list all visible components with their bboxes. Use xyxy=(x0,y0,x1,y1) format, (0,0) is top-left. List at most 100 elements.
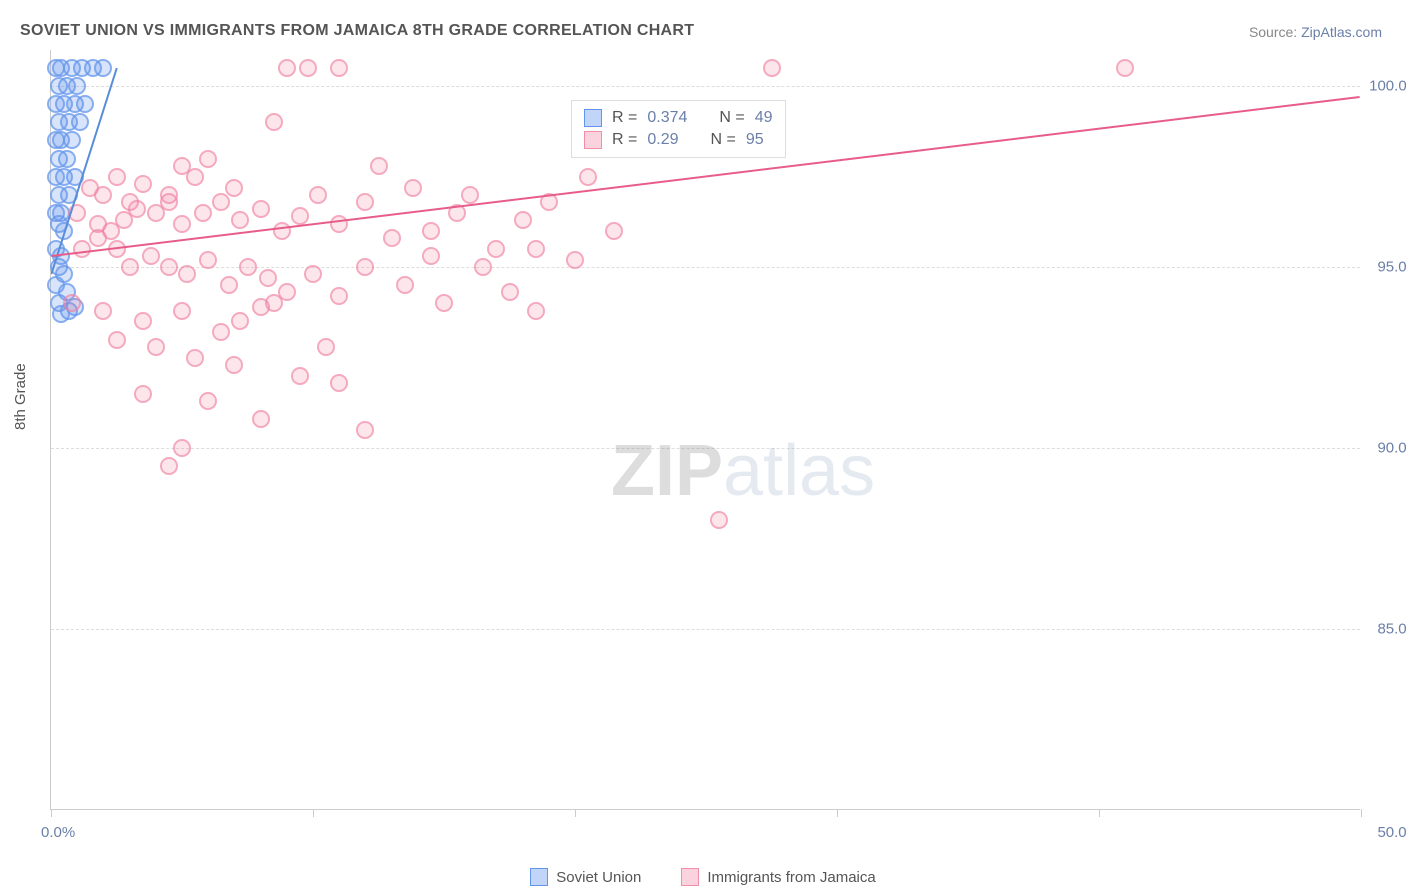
data-point xyxy=(487,240,505,258)
data-point xyxy=(212,193,230,211)
data-point xyxy=(422,247,440,265)
data-point xyxy=(73,240,91,258)
data-point xyxy=(160,457,178,475)
data-point xyxy=(605,222,623,240)
data-point xyxy=(252,298,270,316)
stat-r-value: 0.374 xyxy=(647,109,687,127)
data-point xyxy=(435,294,453,312)
y-tick-label: 100.0% xyxy=(1369,78,1406,95)
data-point xyxy=(291,207,309,225)
data-point xyxy=(68,77,86,95)
data-point xyxy=(710,511,728,529)
stat-n-label: N = xyxy=(719,109,744,127)
data-point xyxy=(356,258,374,276)
x-tick xyxy=(1361,809,1362,817)
source-label: Source: xyxy=(1249,24,1297,40)
data-point xyxy=(461,186,479,204)
data-point xyxy=(239,258,257,276)
bottom-legend: Soviet Union Immigrants from Jamaica xyxy=(0,868,1406,886)
data-point xyxy=(273,222,291,240)
data-point xyxy=(220,276,238,294)
data-point xyxy=(71,113,89,131)
data-point xyxy=(252,200,270,218)
data-point xyxy=(134,312,152,330)
data-point xyxy=(63,131,81,149)
data-point xyxy=(231,312,249,330)
watermark-light: atlas xyxy=(723,431,875,511)
data-point xyxy=(160,258,178,276)
source-credit: Source: ZipAtlas.com xyxy=(1249,24,1382,40)
data-point xyxy=(186,349,204,367)
chart-plot-area: ZIPatlas R = 0.374 N = 49 R = 0.29 N = 9… xyxy=(50,50,1360,810)
data-point xyxy=(66,168,84,186)
data-point xyxy=(173,215,191,233)
data-point xyxy=(309,186,327,204)
data-point xyxy=(134,175,152,193)
data-point xyxy=(94,59,112,77)
data-point xyxy=(199,392,217,410)
data-point xyxy=(422,222,440,240)
data-point xyxy=(330,374,348,392)
data-point xyxy=(68,204,86,222)
swatch-icon xyxy=(681,868,699,886)
gridline xyxy=(51,448,1360,449)
data-point xyxy=(291,367,309,385)
legend-label: Immigrants from Jamaica xyxy=(707,869,875,886)
data-point xyxy=(199,251,217,269)
x-tick xyxy=(837,809,838,817)
data-point xyxy=(278,59,296,77)
source-link[interactable]: ZipAtlas.com xyxy=(1301,24,1382,40)
data-point xyxy=(212,323,230,341)
data-point xyxy=(1116,59,1134,77)
data-point xyxy=(199,150,217,168)
data-point xyxy=(299,59,317,77)
data-point xyxy=(317,338,335,356)
data-point xyxy=(89,229,107,247)
legend-item-jamaica: Immigrants from Jamaica xyxy=(681,868,875,886)
trendlines-layer xyxy=(51,50,1360,809)
y-tick-label: 95.0% xyxy=(1377,259,1406,276)
data-point xyxy=(142,247,160,265)
data-point xyxy=(356,421,374,439)
data-point xyxy=(330,215,348,233)
data-point xyxy=(259,269,277,287)
data-point xyxy=(514,211,532,229)
data-point xyxy=(501,283,519,301)
data-point xyxy=(160,193,178,211)
x-tick xyxy=(51,809,52,817)
data-point xyxy=(225,179,243,197)
stat-n-value: 95 xyxy=(746,131,764,149)
data-point xyxy=(94,186,112,204)
watermark: ZIPatlas xyxy=(611,430,875,512)
chart-title: SOVIET UNION VS IMMIGRANTS FROM JAMAICA … xyxy=(20,22,694,40)
data-point xyxy=(134,385,152,403)
swatch-icon xyxy=(530,868,548,886)
data-point xyxy=(128,200,146,218)
data-point xyxy=(173,439,191,457)
y-axis-title: 8th Grade xyxy=(12,363,29,430)
stat-r-label: R = xyxy=(612,131,637,149)
data-point xyxy=(265,113,283,131)
x-tick xyxy=(575,809,576,817)
y-tick-label: 85.0% xyxy=(1377,621,1406,638)
data-point xyxy=(186,168,204,186)
data-point xyxy=(448,204,466,222)
stats-row-soviet: R = 0.374 N = 49 xyxy=(584,107,773,129)
data-point xyxy=(252,410,270,428)
data-point xyxy=(304,265,322,283)
watermark-bold: ZIP xyxy=(611,431,723,511)
data-point xyxy=(94,302,112,320)
data-point xyxy=(76,95,94,113)
data-point xyxy=(108,168,126,186)
data-point xyxy=(396,276,414,294)
data-point xyxy=(147,338,165,356)
data-point xyxy=(404,179,422,197)
legend-item-soviet: Soviet Union xyxy=(530,868,641,886)
data-point xyxy=(121,258,139,276)
data-point xyxy=(178,265,196,283)
data-point xyxy=(58,150,76,168)
stat-r-label: R = xyxy=(612,109,637,127)
data-point xyxy=(231,211,249,229)
data-point xyxy=(383,229,401,247)
data-point xyxy=(330,287,348,305)
